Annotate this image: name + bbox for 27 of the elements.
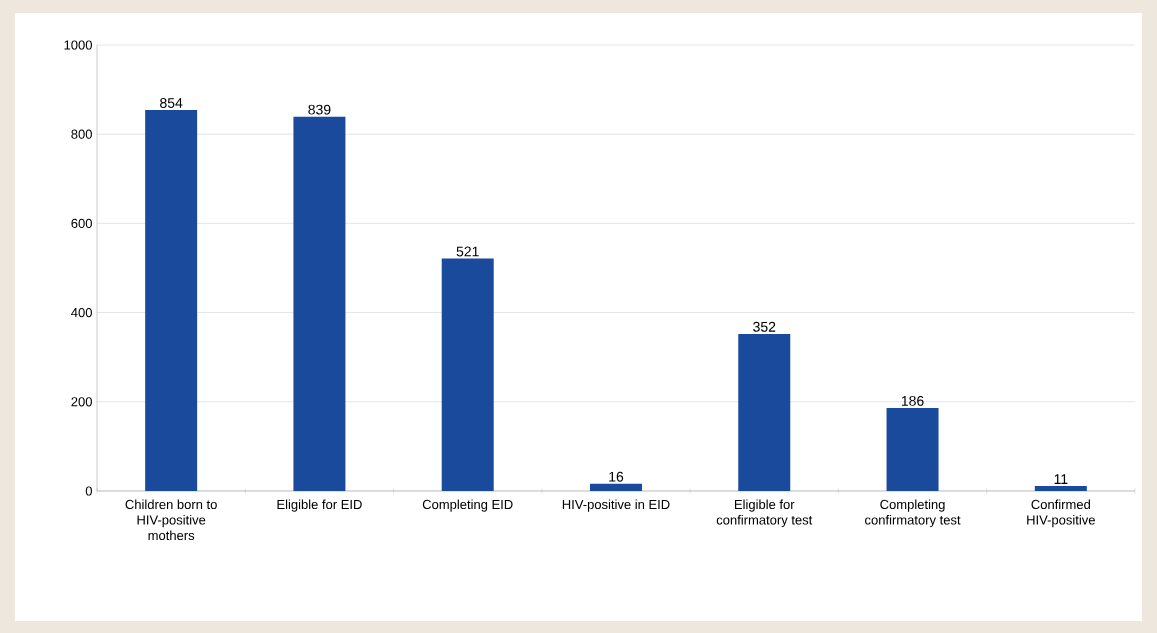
bar — [1034, 486, 1087, 491]
y-tick-label: 600 — [71, 218, 92, 228]
data-label: 839 — [308, 104, 331, 115]
bar — [886, 408, 939, 491]
y-tick-label: 0 — [85, 486, 92, 496]
x-tick-label: Children born to HIV-positive mothers — [125, 499, 217, 541]
bar — [441, 258, 494, 491]
bar — [589, 483, 642, 491]
x-tick-label: Completing EID — [422, 499, 513, 512]
y-tick-label: 400 — [71, 307, 92, 318]
x-tick-label: Confirmed HIV-positive — [1027, 499, 1095, 528]
y-tick-label: 200 — [71, 397, 92, 407]
bar — [738, 333, 791, 491]
x-tick-label: Completing confirmatory test — [865, 499, 961, 528]
y-tick-label: 1000 — [64, 40, 92, 50]
x-tick-label: Eligible for confirmatory test — [716, 499, 813, 528]
data-label: 16 — [609, 471, 624, 482]
data-label: 854 — [160, 97, 183, 108]
bar — [293, 116, 346, 491]
y-tick-label: 800 — [71, 129, 92, 139]
data-label: 352 — [753, 321, 776, 332]
x-tick-label: HIV-positive in EID — [562, 499, 670, 512]
data-label: 186 — [901, 395, 924, 406]
data-label: 521 — [456, 246, 479, 257]
x-tick-label: Eligible for EID — [277, 499, 362, 512]
bar — [145, 110, 198, 491]
data-label: 11 — [1054, 474, 1068, 484]
